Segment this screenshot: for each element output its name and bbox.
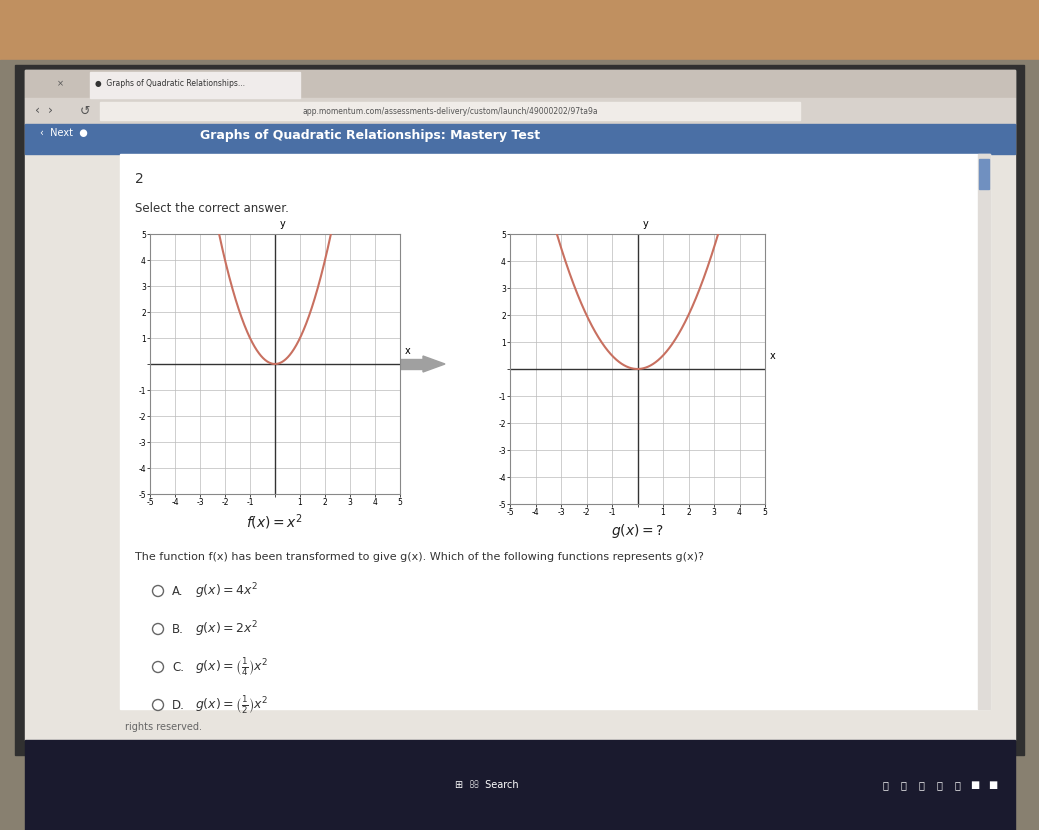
Text: $g(x) = 2x^2$: $g(x) = 2x^2$ xyxy=(195,619,258,639)
Text: D.: D. xyxy=(172,699,185,711)
Bar xyxy=(25,70,1015,740)
Text: ‹  ›: ‹ › xyxy=(35,105,53,118)
Text: B.: B. xyxy=(172,622,184,636)
Text: y: y xyxy=(279,219,286,229)
Text: The function f(x) has been transformed to give g(x). Which of the following func: The function f(x) has been transformed t… xyxy=(135,552,703,562)
Text: ●  Graphs of Quadratic Relationships...: ● Graphs of Quadratic Relationships... xyxy=(95,80,245,89)
Text: x: x xyxy=(405,346,410,356)
Bar xyxy=(25,70,1015,98)
Circle shape xyxy=(153,585,163,597)
Text: $g(x) = \left(\frac{1}{2}\right)x^2$: $g(x) = \left(\frac{1}{2}\right)x^2$ xyxy=(195,694,268,716)
Text: A.: A. xyxy=(172,584,184,598)
Text: $g(x) = \left(\frac{1}{4}\right)x^2$: $g(x) = \left(\frac{1}{4}\right)x^2$ xyxy=(195,656,268,678)
Text: :  xyxy=(882,780,888,790)
Bar xyxy=(15,65,1024,755)
Bar xyxy=(978,154,990,709)
Text: ■: ■ xyxy=(970,780,980,790)
Text: :  xyxy=(918,780,924,790)
Circle shape xyxy=(153,662,163,672)
Text: 2: 2 xyxy=(135,172,143,186)
Bar xyxy=(391,359,423,369)
Bar xyxy=(979,159,989,189)
Text: $g(x) = ?$: $g(x) = ?$ xyxy=(611,522,664,540)
Text: $f(x) = x^2$: $f(x) = x^2$ xyxy=(246,512,303,531)
Text: :  xyxy=(936,780,942,790)
Bar xyxy=(90,72,300,98)
Circle shape xyxy=(153,623,163,634)
Text: C.: C. xyxy=(172,661,184,673)
Bar xyxy=(25,98,1015,124)
Text: Graphs of Quadratic Relationships: Mastery Test: Graphs of Quadratic Relationships: Maste… xyxy=(199,129,540,142)
Polygon shape xyxy=(423,356,445,372)
Text: rights reserved.: rights reserved. xyxy=(125,722,202,732)
Text: ■: ■ xyxy=(988,780,997,790)
Bar xyxy=(119,154,990,709)
Text: ↺: ↺ xyxy=(80,105,90,118)
Circle shape xyxy=(153,700,163,710)
Text: ⊞    Search: ⊞  Search xyxy=(455,780,518,790)
Bar xyxy=(25,124,1015,154)
Text: x: x xyxy=(770,351,776,361)
Text: :  xyxy=(900,780,906,790)
Bar xyxy=(100,102,800,120)
Text: ‹  Next  ●: ‹ Next ● xyxy=(39,128,87,138)
Text: y: y xyxy=(642,218,648,228)
Text: $g(x) = 4x^2$: $g(x) = 4x^2$ xyxy=(195,581,258,601)
Text: ×: × xyxy=(56,80,63,89)
Text: :  xyxy=(954,780,960,790)
Text: app.momentum.com/assessments-delivery/custom/launch/49000202/97ta9a: app.momentum.com/assessments-delivery/cu… xyxy=(302,106,597,115)
Text: Select the correct answer.: Select the correct answer. xyxy=(135,202,289,215)
Bar xyxy=(25,740,1015,830)
